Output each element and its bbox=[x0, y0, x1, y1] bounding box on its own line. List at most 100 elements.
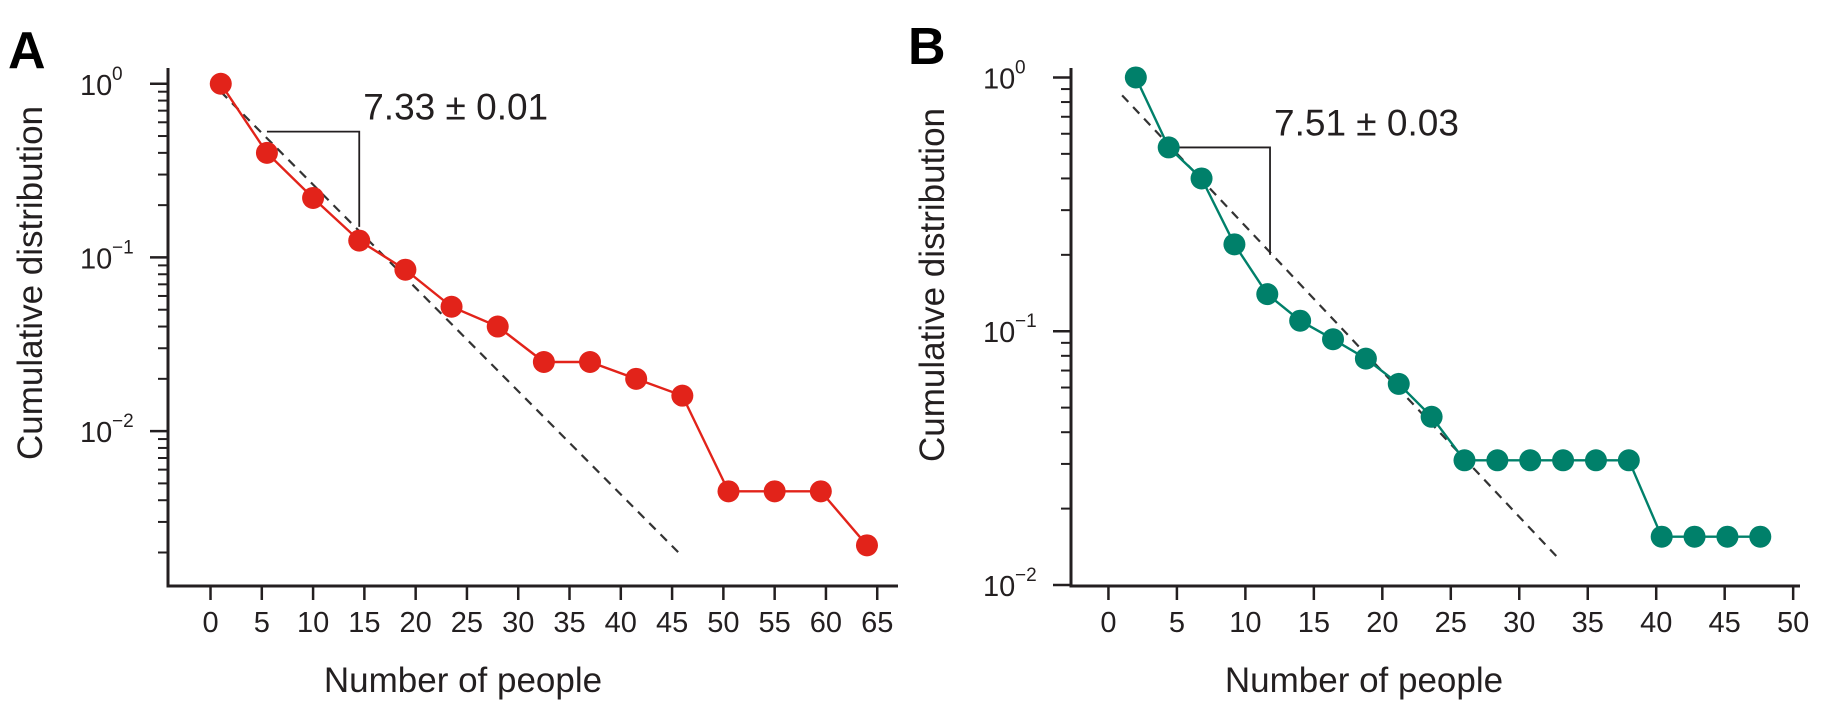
y-tick-label-exponent: −2 bbox=[112, 411, 134, 432]
data-point bbox=[532, 350, 555, 373]
panel-a-xlabel: Number of people bbox=[324, 661, 602, 700]
data-point bbox=[855, 534, 878, 557]
x-tick-label: 0 bbox=[1100, 607, 1116, 639]
y-tick-label-base: 10 bbox=[983, 317, 1015, 349]
y-tick-label: 10 −2 bbox=[983, 565, 1037, 603]
data-point bbox=[302, 186, 325, 209]
y-tick-label-exponent: −2 bbox=[1015, 565, 1037, 586]
y-tick-label-base: 10 bbox=[983, 571, 1015, 603]
data-point bbox=[1157, 136, 1180, 159]
x-tick-label: 0 bbox=[202, 607, 218, 639]
x-tick-label: 40 bbox=[1640, 607, 1672, 639]
panel-a-annotation: 7.33 ± 0.01 bbox=[266, 87, 548, 227]
panel-b-annotation: 7.51 ± 0.03 bbox=[1168, 102, 1459, 255]
x-tick-label: 20 bbox=[400, 607, 432, 639]
data-point bbox=[1552, 449, 1575, 472]
panel-b-xlabel: Number of people bbox=[1225, 661, 1503, 700]
x-tick-label: 15 bbox=[348, 607, 380, 639]
data-point bbox=[1354, 347, 1377, 370]
x-tick-label: 20 bbox=[1366, 607, 1398, 639]
series-line bbox=[1134, 76, 1761, 538]
fit-line bbox=[1121, 94, 1562, 562]
y-tick-label: 10 0 bbox=[80, 64, 123, 102]
fit-line bbox=[219, 90, 684, 558]
y-tick-label: 10 −2 bbox=[80, 411, 134, 449]
panel-a-series bbox=[209, 72, 878, 557]
y-tick-label-base: 10 bbox=[80, 243, 112, 275]
y-tick-label-base: 10 bbox=[983, 63, 1015, 95]
y-tick-label: 10 0 bbox=[983, 57, 1026, 95]
data-point bbox=[1256, 283, 1279, 306]
data-point bbox=[763, 480, 786, 503]
data-point bbox=[1453, 449, 1476, 472]
x-tick-label: 45 bbox=[1709, 607, 1741, 639]
x-tick-label: 25 bbox=[451, 607, 483, 639]
x-tick-label: 55 bbox=[759, 607, 791, 639]
data-point bbox=[579, 350, 602, 373]
panel-a-fit bbox=[219, 90, 684, 558]
x-tick-label: 65 bbox=[861, 607, 893, 639]
data-point bbox=[1650, 525, 1673, 548]
data-point bbox=[394, 258, 417, 281]
data-point bbox=[671, 384, 694, 407]
data-point bbox=[1124, 66, 1147, 89]
x-tick-label: 35 bbox=[553, 607, 585, 639]
x-tick-label: 35 bbox=[1572, 607, 1604, 639]
x-tick-label: 30 bbox=[1503, 607, 1535, 639]
x-tick-label: 45 bbox=[656, 607, 688, 639]
y-tick-label: 10 −1 bbox=[80, 237, 134, 275]
series-line bbox=[219, 83, 868, 547]
data-point bbox=[625, 367, 648, 390]
x-tick-label: 40 bbox=[605, 607, 637, 639]
data-point bbox=[255, 141, 278, 164]
x-tick-label: 30 bbox=[502, 607, 534, 639]
data-point bbox=[1519, 449, 1542, 472]
panel-b-letter: B bbox=[908, 18, 946, 76]
x-tick-label: 10 bbox=[1229, 607, 1261, 639]
panel-a-ylabel: Cumulative distribution bbox=[11, 106, 50, 460]
data-point bbox=[809, 480, 832, 503]
slope-bracket bbox=[266, 130, 361, 227]
x-tick-label: 15 bbox=[1298, 607, 1330, 639]
y-tick-label-exponent: 0 bbox=[1015, 57, 1026, 78]
panel-b-fit bbox=[1121, 94, 1562, 562]
slope-bracket bbox=[1168, 146, 1271, 255]
data-point bbox=[1716, 525, 1739, 548]
x-tick-label: 25 bbox=[1435, 607, 1467, 639]
y-tick-label-base: 10 bbox=[80, 417, 112, 449]
panel-a-letter: A bbox=[8, 22, 46, 80]
x-tick-label: 5 bbox=[254, 607, 270, 639]
slope-annotation-label: 7.33 ± 0.01 bbox=[363, 87, 548, 128]
x-tick-label: 50 bbox=[1777, 607, 1809, 639]
data-point bbox=[717, 480, 740, 503]
data-point bbox=[440, 295, 463, 318]
y-tick-label-exponent: −1 bbox=[112, 237, 134, 258]
data-point bbox=[1486, 449, 1509, 472]
data-point bbox=[1617, 449, 1640, 472]
data-point bbox=[1223, 233, 1246, 256]
x-tick-label: 50 bbox=[707, 607, 739, 639]
x-tick-label: 10 bbox=[297, 607, 329, 639]
data-point bbox=[209, 72, 232, 95]
slope-annotation-label: 7.51 ± 0.03 bbox=[1274, 102, 1459, 143]
data-point bbox=[1420, 405, 1443, 428]
data-point bbox=[1190, 167, 1213, 190]
data-point bbox=[1749, 525, 1772, 548]
x-tick-label: 5 bbox=[1169, 607, 1185, 639]
data-point bbox=[1387, 372, 1410, 395]
data-point bbox=[1683, 525, 1706, 548]
panel-b-series bbox=[1124, 66, 1772, 548]
y-tick-label: 10 −1 bbox=[983, 311, 1037, 349]
y-tick-label-exponent: 0 bbox=[112, 64, 123, 85]
y-tick-label-base: 10 bbox=[80, 70, 112, 102]
x-tick-label: 60 bbox=[810, 607, 842, 639]
data-point bbox=[1584, 449, 1607, 472]
y-tick-label-exponent: −1 bbox=[1015, 311, 1037, 332]
data-point bbox=[486, 315, 509, 338]
data-point bbox=[348, 229, 371, 252]
